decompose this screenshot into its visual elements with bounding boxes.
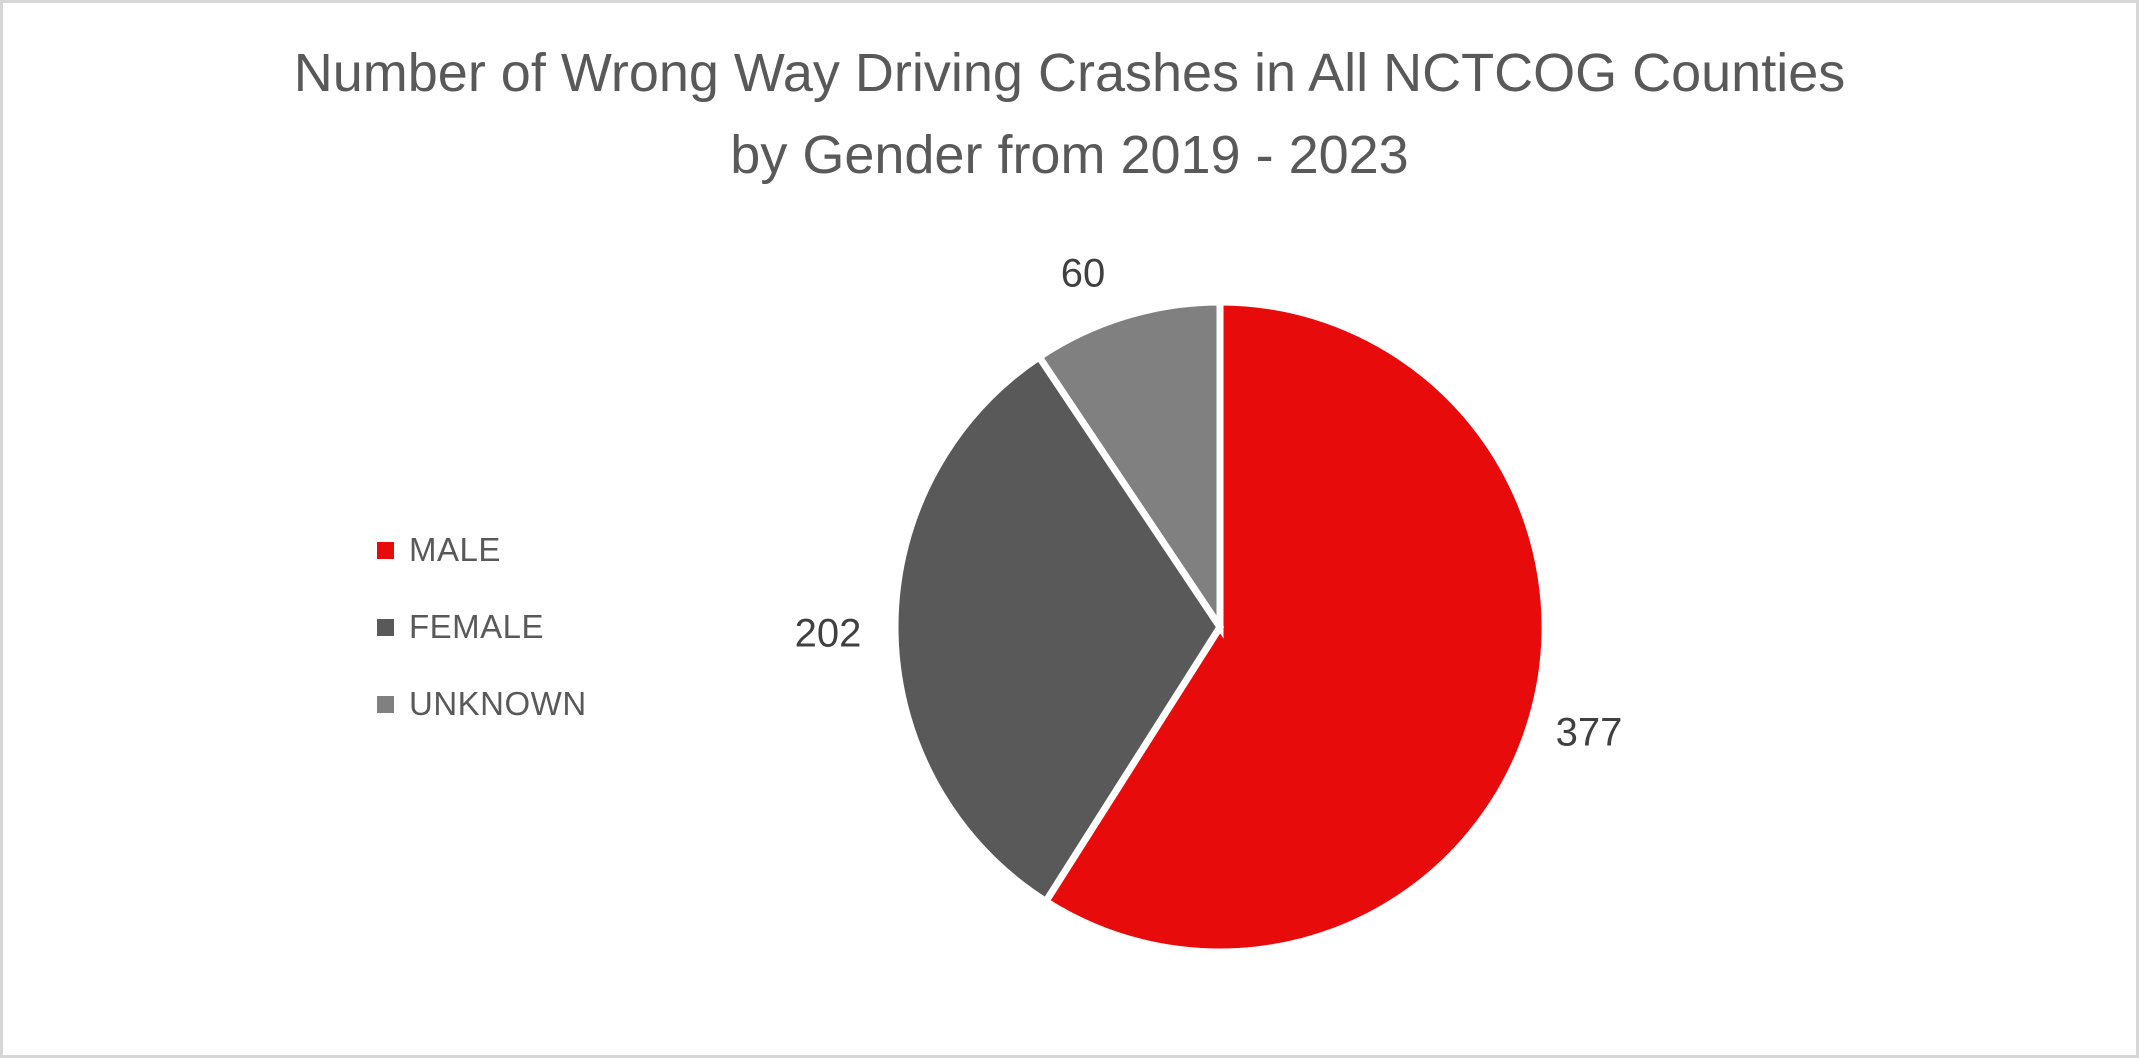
legend-label-female: FEMALE bbox=[409, 608, 545, 645]
legend-swatch-unknown bbox=[377, 695, 394, 713]
pie-slice-male bbox=[1041, 298, 1549, 956]
legend-label-male: MALE bbox=[409, 531, 501, 568]
pie-slice-female bbox=[891, 352, 1225, 907]
chart-title-line-1: Number of Wrong Way Driving Crashes in A… bbox=[293, 43, 1846, 103]
pie-slice-unknown bbox=[1034, 298, 1224, 639]
chart-title-line-2: by Gender from 2019 - 2023 bbox=[730, 125, 1409, 185]
pie-chart bbox=[891, 298, 1549, 956]
data-label-unknown: 60 bbox=[1060, 251, 1106, 296]
data-label-male: 377 bbox=[1555, 710, 1623, 755]
legend-item-female: FEMALE bbox=[377, 608, 587, 645]
legend-swatch-male bbox=[377, 541, 394, 559]
legend-swatch-female bbox=[377, 618, 394, 636]
chart-title: Number of Wrong Way Driving Crashes in A… bbox=[3, 32, 2136, 196]
legend-item-male: MALE bbox=[377, 531, 587, 568]
legend-label-unknown: UNKNOWN bbox=[409, 685, 587, 722]
legend-item-unknown: UNKNOWN bbox=[377, 685, 587, 722]
data-label-female: 202 bbox=[794, 611, 862, 656]
legend: MALE FEMALE UNKNOWN bbox=[377, 531, 587, 764]
